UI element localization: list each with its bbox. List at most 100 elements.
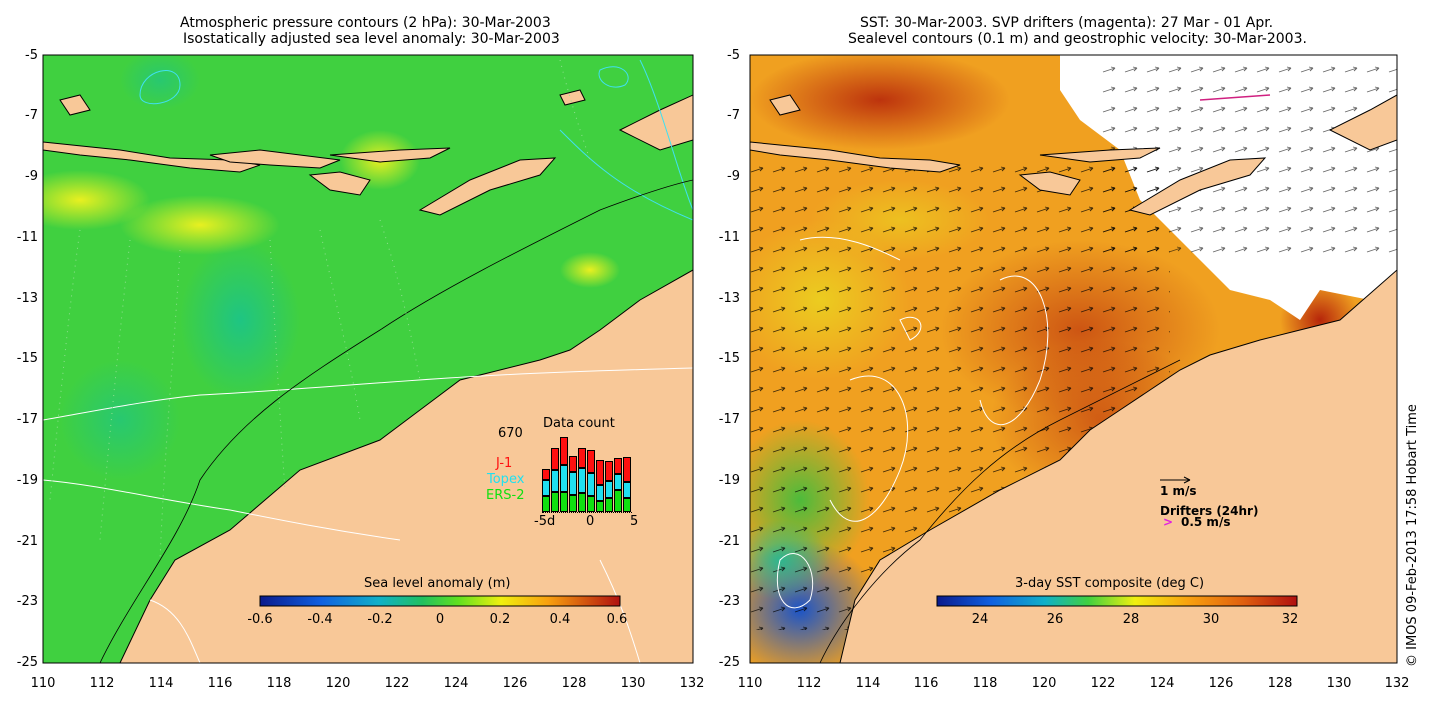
- sla-colorbar-tick: -0.6: [247, 612, 273, 627]
- data-count-bar-j1: [623, 457, 631, 482]
- data-count-bar-ers2: [578, 493, 586, 512]
- data-count-bar-ers2: [614, 490, 622, 512]
- left-x-tick: 130: [620, 676, 646, 691]
- right-x-tick: 112: [796, 676, 822, 691]
- data-count-bar-ers2: [560, 492, 568, 512]
- right-title-line2: Sealevel contours (0.1 m) and geostrophi…: [848, 31, 1307, 47]
- data-count-bar-j1: [614, 458, 622, 474]
- left-y-tick: -5: [25, 48, 38, 63]
- left-y-tick: -11: [16, 230, 38, 245]
- data-count-bar-topex: [596, 485, 604, 501]
- left-y-tick: -9: [25, 169, 38, 184]
- sla-colorbar-tick: 0.2: [489, 612, 511, 627]
- data-count-bar-topex: [587, 473, 595, 496]
- data-count-bar-topex: [560, 465, 568, 492]
- right-x-tick: 114: [855, 676, 881, 691]
- data-count-max: 670: [498, 426, 523, 441]
- right-y-tick: -9: [727, 169, 740, 184]
- left-x-tick: 126: [502, 676, 528, 691]
- data-count-bar-j1: [596, 460, 604, 485]
- right-x-tick: 120: [1031, 676, 1057, 691]
- left-y-tick: -15: [16, 351, 38, 366]
- data-count-bar-topex: [551, 470, 559, 492]
- sst-colorbar: [936, 595, 1298, 607]
- left-x-tick: 120: [325, 676, 351, 691]
- legend-ers2: ERS-2: [486, 488, 525, 503]
- data-count-bar-j1: [551, 448, 559, 470]
- left-y-tick: -17: [16, 412, 38, 427]
- left-y-tick: -25: [16, 655, 38, 670]
- sla-colorbar: [259, 595, 621, 607]
- right-title-line1: SST: 30-Mar-2003. SVP drifters (magenta)…: [860, 15, 1274, 31]
- left-title-line1: Atmospheric pressure contours (2 hPa): 3…: [180, 15, 551, 31]
- right-y-tick: -23: [718, 594, 740, 609]
- right-y-tick: -5: [727, 48, 740, 63]
- data-count-x-tick: 5: [630, 514, 639, 529]
- drifter-symbol: >: [1163, 515, 1174, 529]
- sst-colorbar-tick: 28: [1122, 612, 1140, 627]
- sla-colorbar-tick: 0: [435, 612, 445, 627]
- data-count-bar-topex: [569, 472, 577, 495]
- left-x-tick: 112: [89, 676, 115, 691]
- data-count-bar-j1: [605, 461, 613, 481]
- data-count-title: Data count: [543, 416, 615, 431]
- sla-colorbar-tick: -0.4: [307, 612, 333, 627]
- left-x-tick: 132: [679, 676, 705, 691]
- credit-text: © IMOS 09-Feb-2013 17:58 Hobart Time: [1405, 404, 1420, 667]
- right-x-tick: 128: [1267, 676, 1293, 691]
- data-count-bar-topex: [605, 481, 613, 498]
- sst-colorbar-label: 3-day SST composite (deg C): [1015, 576, 1205, 591]
- data-count-bar-j1: [569, 456, 577, 472]
- right-y-tick: -21: [718, 534, 740, 549]
- left-x-tick: 116: [207, 676, 233, 691]
- data-count-bar-ers2: [551, 492, 559, 512]
- drifters-label: Drifters (24hr): [1160, 504, 1259, 518]
- right-y-tick: -19: [718, 473, 740, 488]
- right-y-tick: -11: [718, 230, 740, 245]
- legend-j1: J-1: [496, 456, 513, 471]
- right-x-tick: 118: [972, 676, 998, 691]
- sla-map: [43, 55, 693, 663]
- left-x-tick: 114: [148, 676, 174, 691]
- sla-colorbar-tick: -0.2: [367, 612, 393, 627]
- left-y-tick: -19: [16, 473, 38, 488]
- data-count-bar-topex: [542, 480, 550, 496]
- left-x-tick: 122: [384, 676, 410, 691]
- right-x-tick: 122: [1090, 676, 1116, 691]
- right-x-tick: 132: [1384, 676, 1410, 691]
- right-x-tick: 110: [737, 676, 763, 691]
- right-y-tick: -17: [718, 412, 740, 427]
- data-count-x-tick: -5d: [534, 514, 556, 529]
- sst-colorbar-tick: 24: [971, 612, 989, 627]
- vector-scale-label: 1 m/s: [1160, 484, 1197, 498]
- data-count-bar-j1: [560, 437, 568, 465]
- right-x-tick: 124: [1149, 676, 1175, 691]
- right-x-tick: 116: [913, 676, 939, 691]
- left-y-tick: -7: [25, 108, 38, 123]
- right-y-tick: -13: [718, 291, 740, 306]
- right-x-tick: 126: [1208, 676, 1234, 691]
- sst-colorbar-tick: 32: [1281, 612, 1299, 627]
- left-x-tick: 110: [30, 676, 56, 691]
- left-x-tick: 118: [266, 676, 292, 691]
- sst-map: [750, 55, 1397, 663]
- data-count-bar-ers2: [605, 498, 613, 512]
- left-title-line2: Isostatically adjusted sea level anomaly…: [183, 31, 560, 47]
- left-x-tick: 128: [561, 676, 587, 691]
- vector-scale-arrow: [1160, 476, 1191, 484]
- sla-colorbar-tick: 0.4: [549, 612, 571, 627]
- data-count-bar-topex: [614, 474, 622, 490]
- sst-colorbar-tick: 26: [1046, 612, 1064, 627]
- sla-colorbar-label: Sea level anomaly (m): [364, 576, 511, 591]
- data-count-inset: Data count 670 J-1 Topex ERS-2 -5d 0 5: [486, 416, 646, 532]
- right-y-tick: -25: [718, 655, 740, 670]
- left-x-tick: 124: [443, 676, 469, 691]
- data-count-bar-j1: [587, 450, 595, 473]
- left-y-tick: -21: [16, 534, 38, 549]
- data-count-bar-ers2: [569, 495, 577, 512]
- right-y-tick: -15: [718, 351, 740, 366]
- left-y-tick: -23: [16, 594, 38, 609]
- sst-colorbar-tick: 30: [1202, 612, 1220, 627]
- drifter-speed-label: 0.5 m/s: [1181, 515, 1231, 529]
